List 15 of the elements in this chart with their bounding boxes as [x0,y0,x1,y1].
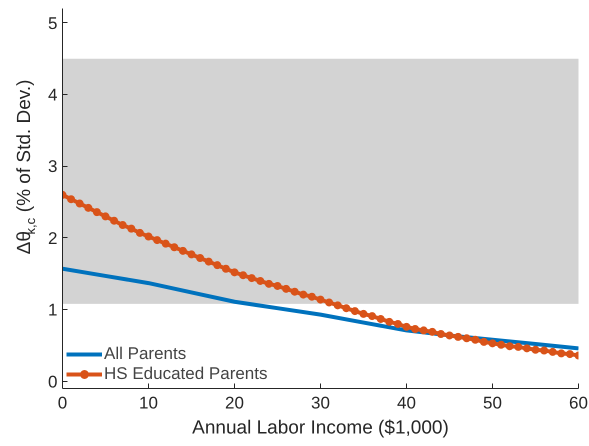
x-tick-label: 50 [483,394,502,412]
x-tick-label: 10 [139,394,158,412]
x-tick-label: 40 [397,394,416,412]
y-tick-label: 3 [48,157,58,176]
x-tick-label: 30 [311,394,330,412]
x-axis-title: Annual Labor Income ($1,000) [192,418,449,438]
legend-label: HS Educated Parents [104,364,268,384]
y-tick-label: 1 [48,300,58,320]
x-tick-label: 60 [569,394,588,412]
y-tick-label: 5 [48,14,58,33]
y-tick-label: 2 [48,228,58,248]
y-tick-label: 0 [48,372,58,392]
y-tick-label: 4 [48,86,58,105]
legend-label: All Parents [104,344,186,364]
x-tick-label: 20 [225,394,244,412]
